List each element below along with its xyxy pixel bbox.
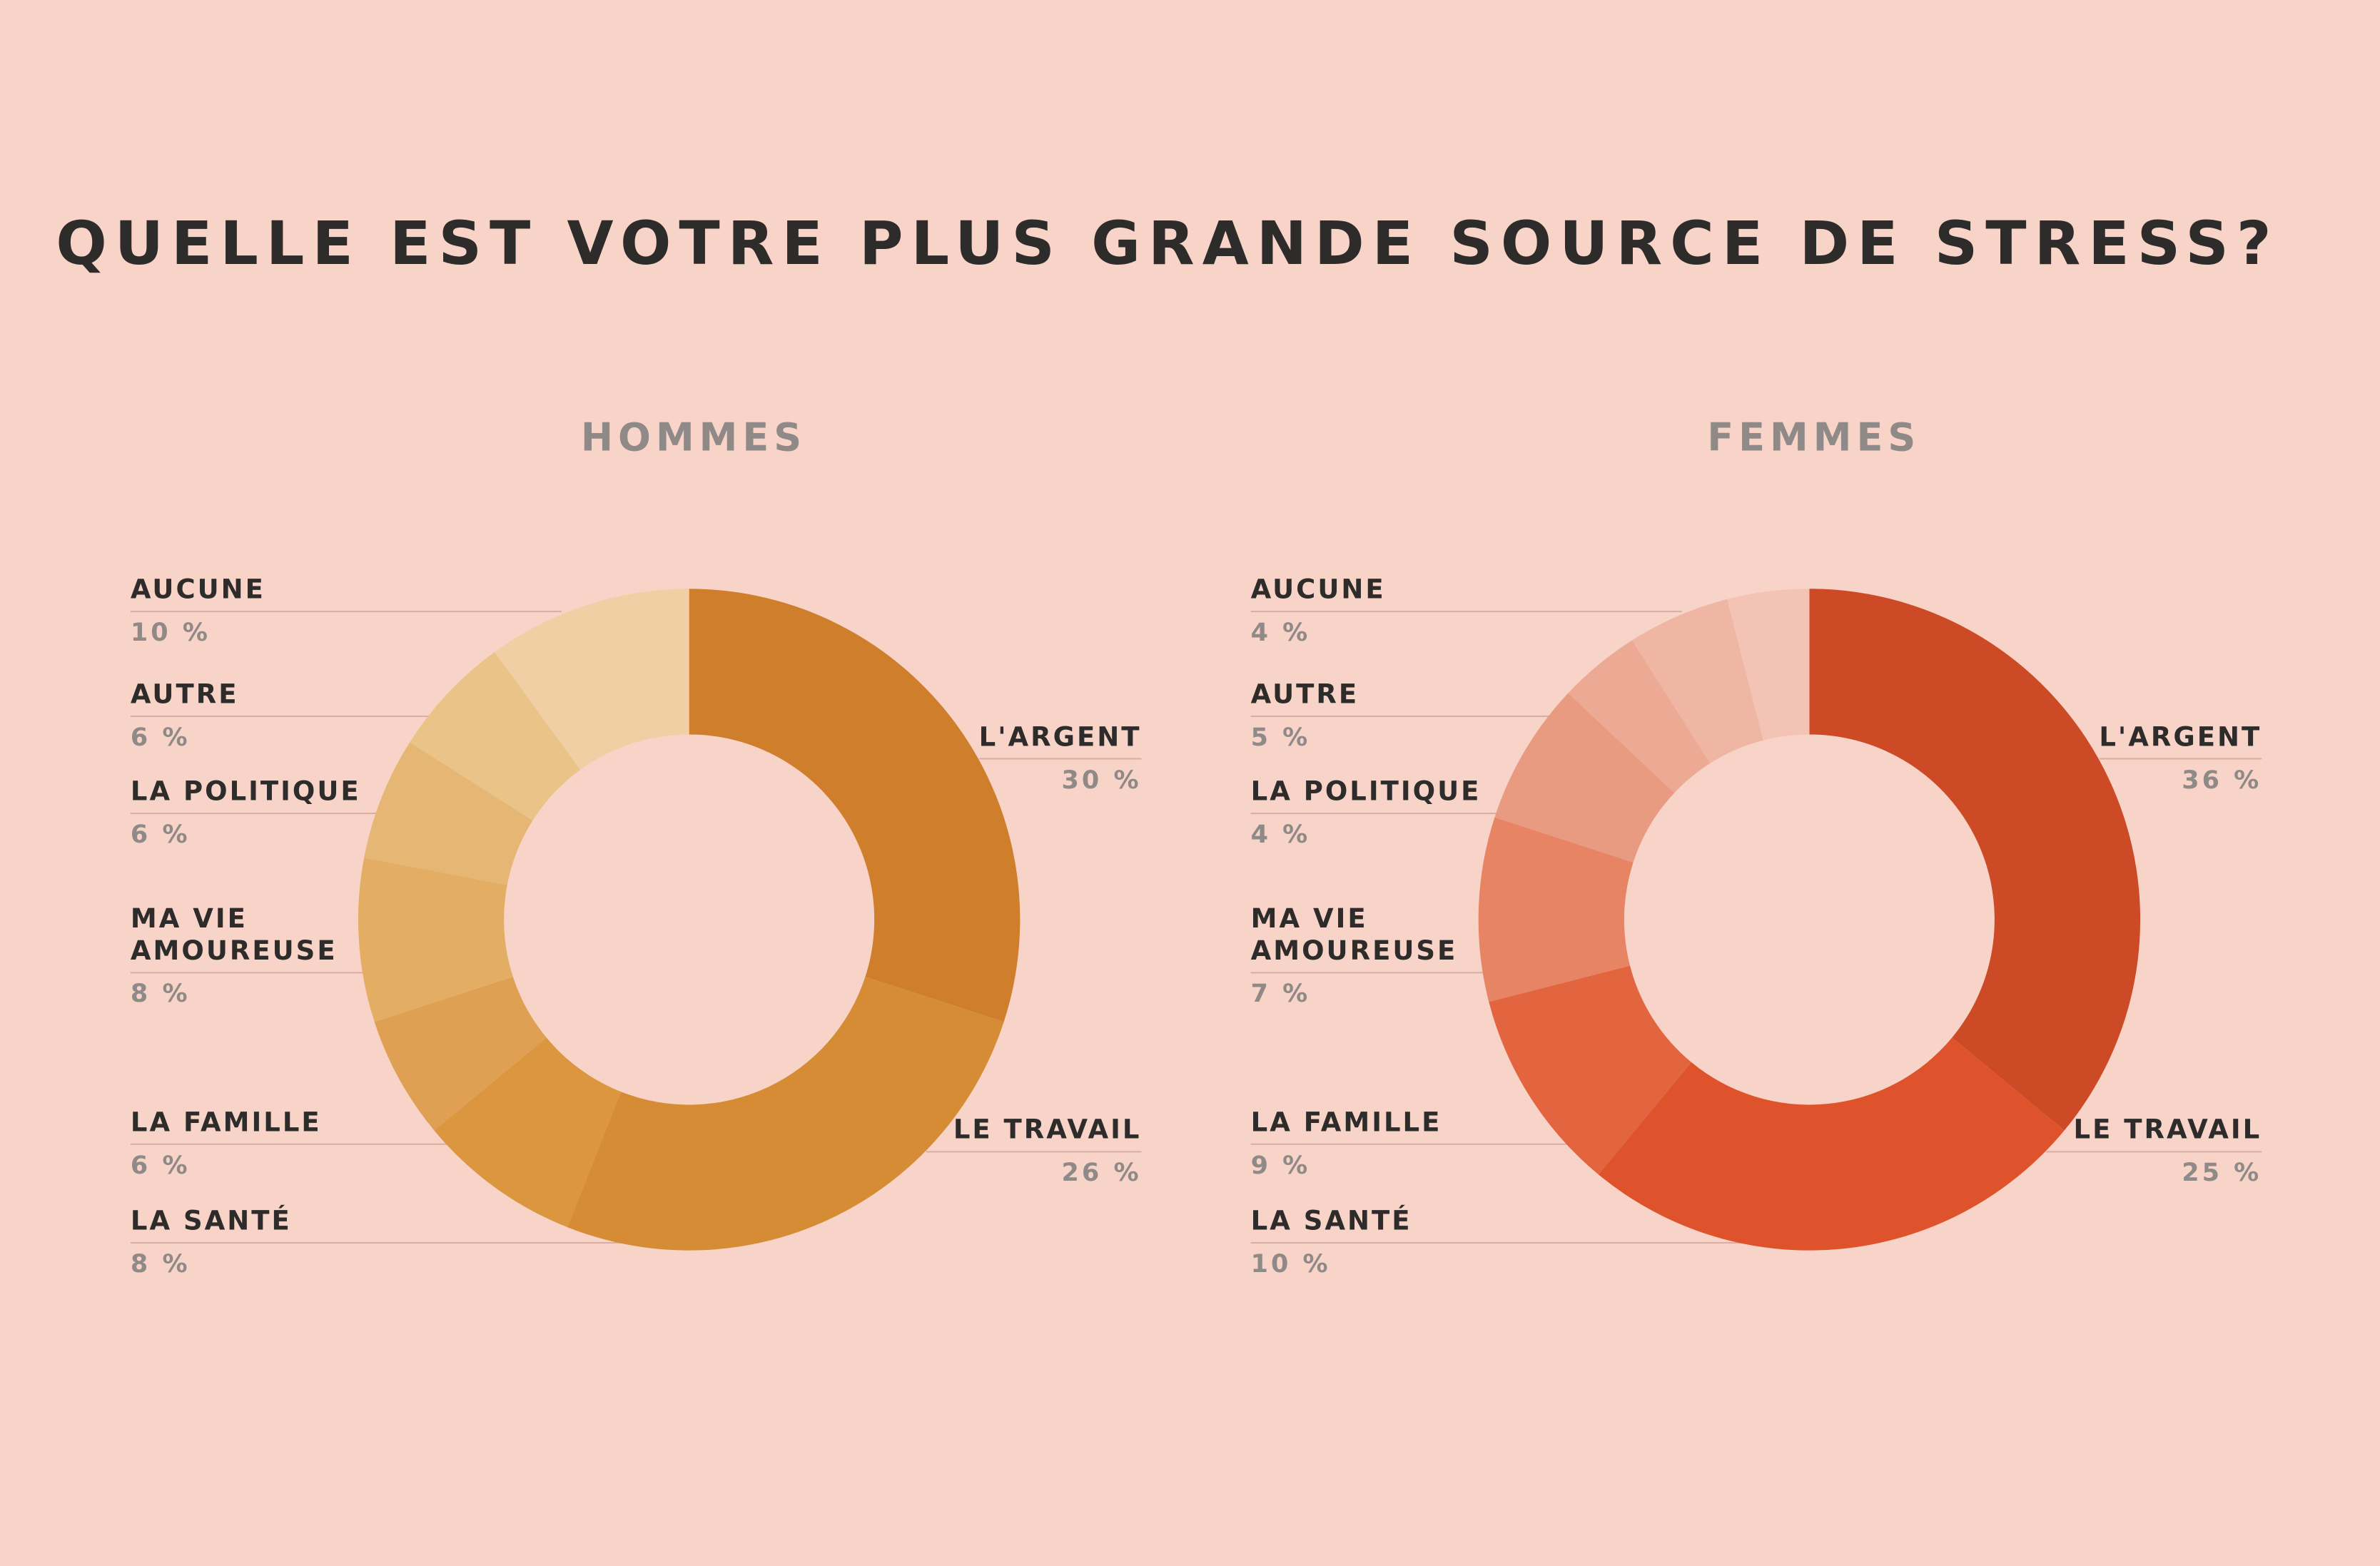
donut-slice (495, 589, 689, 771)
donut-slice (1494, 693, 1675, 863)
donut-slice (374, 977, 547, 1131)
chart-subtitle: HOMMES (581, 415, 806, 460)
category-label: AUCUNE (1250, 574, 1386, 605)
category-label: AUTRE (1250, 678, 1359, 710)
value-label: 8 % (130, 980, 191, 1009)
category-label: MA VIE AMOUREUSE (130, 903, 338, 967)
donut-slice (1598, 1037, 2065, 1251)
value-label: 26 % (1061, 1159, 1142, 1188)
value-label: 8 % (130, 1250, 191, 1278)
value-label: 9 % (1250, 1151, 1311, 1180)
category-label: AUTRE (130, 678, 239, 710)
category-label: LA SANTÉ (130, 1205, 292, 1236)
value-label: 5 % (1250, 723, 1311, 752)
value-label: 25 % (2182, 1159, 2262, 1188)
value-label: 6 % (130, 723, 191, 752)
category-label: AUCUNE (130, 574, 265, 605)
donut-slice (1631, 599, 1763, 763)
donut-slice (1727, 589, 1810, 741)
category-label: LA POLITIQUE (1250, 776, 1482, 807)
donut-slice (364, 742, 533, 885)
donut-slice (1568, 640, 1711, 793)
value-label: 10 % (1250, 1250, 1331, 1278)
value-label: 6 % (130, 1151, 191, 1180)
value-label: 4 % (1250, 820, 1311, 850)
value-label: 7 % (1250, 980, 1311, 1009)
value-label: 30 % (1061, 766, 1142, 795)
value-label: 36 % (2182, 766, 2262, 795)
donut-slice (410, 651, 581, 820)
value-label: 10 % (130, 619, 211, 648)
category-label: L'ARGENT (2099, 721, 2262, 753)
value-label: 6 % (130, 820, 191, 850)
category-label: LA POLITIQUE (130, 776, 361, 807)
category-label: LA FAMILLE (1250, 1107, 1442, 1138)
category-label: LA SANTÉ (1250, 1205, 1412, 1236)
category-label: L'ARGENT (978, 721, 1142, 753)
donut-slice (689, 589, 1021, 1022)
donut-slice (434, 1037, 622, 1228)
donut-slice (567, 977, 1004, 1251)
chart-subtitle: FEMMES (1707, 415, 1920, 460)
category-label: LE TRAVAIL (2073, 1114, 2262, 1145)
donut-slice (1478, 817, 1634, 1002)
category-label: LA FAMILLE (130, 1107, 322, 1138)
donut-slice (1489, 965, 1691, 1175)
category-label: LE TRAVAIL (953, 1114, 1142, 1145)
category-label: MA VIE AMOUREUSE (1250, 903, 1458, 967)
chart-title: QUELLE EST VOTRE PLUS GRANDE SOURCE DE S… (56, 208, 2279, 278)
donut-slice (358, 858, 513, 1022)
donut-slice (1809, 589, 2141, 1131)
value-label: 4 % (1250, 619, 1311, 648)
